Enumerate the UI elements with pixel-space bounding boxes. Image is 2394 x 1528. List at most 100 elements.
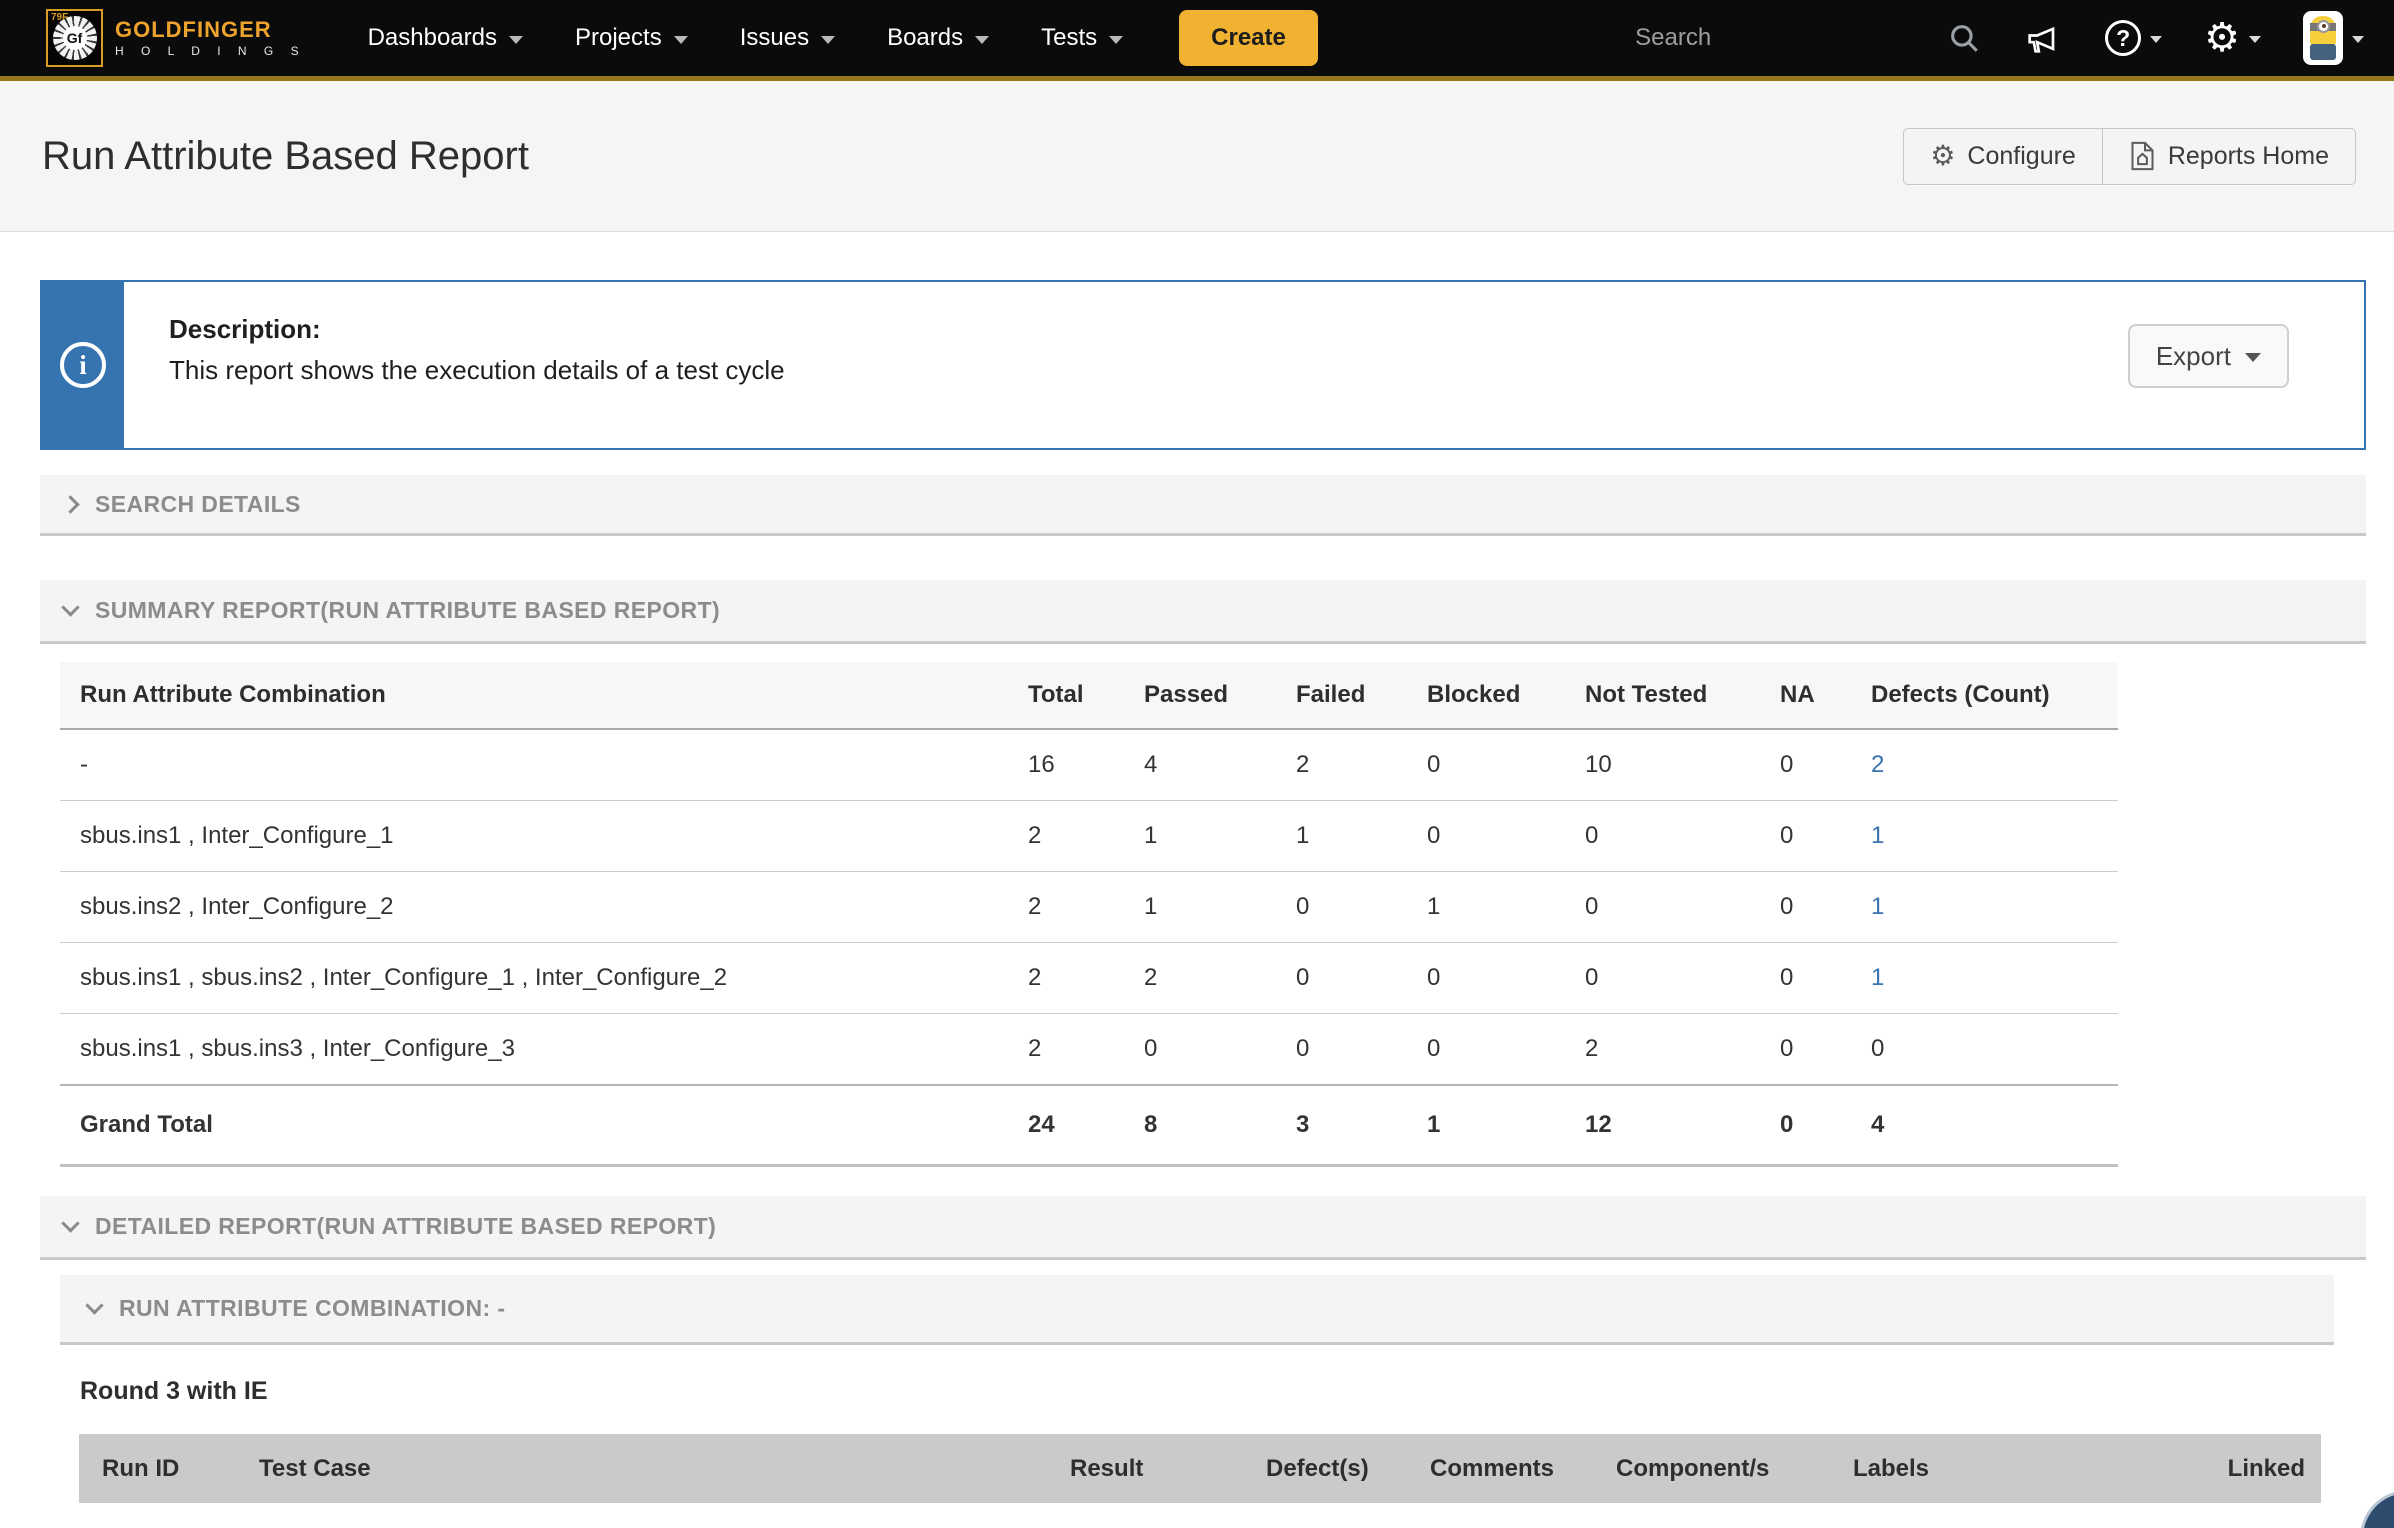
reports-home-button[interactable]: Reports Home — [2102, 128, 2356, 185]
na-cell: 0 — [1780, 801, 1871, 872]
failed-cell: 0 — [1296, 943, 1427, 1014]
chevron-down-icon — [509, 36, 523, 44]
chevron-right-icon — [61, 495, 79, 513]
summary-row: sbus.ins2 , Inter_Configure_2 2 1 0 1 0 … — [60, 872, 2118, 943]
search-details-label: SEARCH DETAILS — [95, 491, 301, 518]
page-title: Run Attribute Based Report — [42, 134, 529, 179]
chevron-down-icon — [85, 1296, 103, 1314]
not-tested-cell: 0 — [1585, 943, 1780, 1014]
description-label: Description: — [169, 314, 2364, 345]
defects-link[interactable]: 1 — [1871, 822, 1884, 849]
not-tested-cell: 2 — [1585, 1014, 1780, 1086]
settings-menu[interactable]: ⚙ — [2204, 18, 2261, 58]
configure-button[interactable]: ⚙ Configure — [1903, 128, 2102, 185]
defects-link[interactable]: 2 — [1871, 751, 1884, 778]
section-summary-report[interactable]: SUMMARY REPORT(RUN ATTRIBUTE BASED REPOR… — [40, 580, 2366, 644]
avatar — [2303, 11, 2343, 65]
menu-projects[interactable]: Projects — [549, 24, 714, 52]
gear-icon: ⚙ — [2204, 18, 2240, 58]
chevron-down-icon — [2249, 36, 2261, 43]
search-input[interactable] — [1635, 24, 1905, 52]
menu-dashboards-label: Dashboards — [368, 24, 497, 52]
failed-cell: 3 — [1296, 1085, 1427, 1166]
app-window: 79F Gf GOLDFINGER H O L D I N G S Dashbo… — [0, 0, 2394, 1528]
summary-row: - 16 4 2 0 10 0 2 — [60, 729, 2118, 801]
chevron-down-icon — [2245, 353, 2261, 362]
logo-badge: 79F — [51, 12, 68, 23]
export-button[interactable]: Export — [2128, 324, 2289, 388]
header-button-group: ⚙ Configure Reports Home — [1903, 128, 2356, 185]
configure-label: Configure — [1967, 142, 2075, 171]
search-icon[interactable] — [1947, 21, 1981, 55]
description-text: This report shows the execution details … — [169, 355, 2364, 386]
blocked-cell: 1 — [1427, 1085, 1585, 1166]
col-defects: Defect(s) — [1266, 1434, 1430, 1503]
help-menu[interactable]: ? — [2105, 20, 2162, 56]
blocked-cell: 1 — [1427, 872, 1585, 943]
na-cell: 0 — [1780, 1085, 1871, 1166]
na-cell: 0 — [1780, 872, 1871, 943]
detail-table: Run ID Test Case Result Defect(s) Commen… — [79, 1434, 2321, 1503]
summary-row: sbus.ins1 , sbus.ins3 , Inter_Configure_… — [60, 1014, 2118, 1086]
section-detailed-report[interactable]: DETAILED REPORT(RUN ATTRIBUTE BASED REPO… — [40, 1196, 2366, 1260]
chevron-down-icon — [674, 36, 688, 44]
section-run-attribute-combination[interactable]: RUN ATTRIBUTE COMBINATION: - — [60, 1275, 2334, 1345]
total-cell: 24 — [1028, 1085, 1144, 1166]
passed-cell: 4 — [1144, 729, 1296, 801]
total-cell: 2 — [1028, 801, 1144, 872]
menu-boards-label: Boards — [887, 24, 963, 52]
description-panel: i Description: This report shows the exe… — [40, 280, 2366, 450]
na-cell: 0 — [1780, 1014, 1871, 1086]
combination-cell: sbus.ins1 , sbus.ins2 , Inter_Configure_… — [60, 943, 1028, 1014]
user-menu[interactable] — [2303, 11, 2364, 65]
summary-header-row: Run Attribute Combination Total Passed F… — [60, 662, 2118, 729]
total-cell: 2 — [1028, 943, 1144, 1014]
summary-row: sbus.ins1 , sbus.ins2 , Inter_Configure_… — [60, 943, 2118, 1014]
export-label: Export — [2156, 341, 2231, 372]
not-tested-cell: 0 — [1585, 801, 1780, 872]
help-icon: ? — [2105, 20, 2141, 56]
menu-tests[interactable]: Tests — [1015, 24, 1149, 52]
defects-link[interactable]: 1 — [1871, 893, 1884, 920]
col-total: Total — [1028, 662, 1144, 729]
grand-total-label: Grand Total — [60, 1085, 1028, 1166]
passed-cell: 0 — [1144, 1014, 1296, 1086]
col-labels: Labels — [1853, 1434, 2192, 1503]
col-blocked: Blocked — [1427, 662, 1585, 729]
run-attribute-combination-label: RUN ATTRIBUTE COMBINATION: - — [119, 1295, 505, 1322]
failed-cell: 2 — [1296, 729, 1427, 801]
section-search-details[interactable]: SEARCH DETAILS — [40, 475, 2366, 536]
create-button[interactable]: Create — [1179, 10, 1318, 66]
combination-cell: - — [60, 729, 1028, 801]
passed-cell: 1 — [1144, 872, 1296, 943]
failed-cell: 0 — [1296, 872, 1427, 943]
summary-report-label: SUMMARY REPORT(RUN ATTRIBUTE BASED REPOR… — [95, 597, 720, 624]
blocked-cell: 0 — [1427, 729, 1585, 801]
col-components: Component/s — [1616, 1434, 1853, 1503]
total-cell: 16 — [1028, 729, 1144, 801]
not-tested-cell: 12 — [1585, 1085, 1780, 1166]
col-linked: Linked — [2192, 1434, 2321, 1503]
total-cell: 2 — [1028, 872, 1144, 943]
top-navbar: 79F Gf GOLDFINGER H O L D I N G S Dashbo… — [0, 0, 2394, 81]
cycle-name: Round 3 with IE — [80, 1377, 2366, 1406]
col-na: NA — [1780, 662, 1871, 729]
failed-cell: 0 — [1296, 1014, 1427, 1086]
defects-link[interactable]: 1 — [1871, 964, 1884, 991]
defects-cell: 0 — [1871, 1014, 2118, 1086]
chevron-down-icon — [61, 1214, 79, 1232]
announcements-megaphone-icon[interactable] — [2023, 18, 2063, 58]
grand-total-row: Grand Total 24 8 3 1 12 0 4 — [60, 1085, 2118, 1166]
menu-dashboards[interactable]: Dashboards — [342, 24, 549, 52]
combination-cell: sbus.ins1 , sbus.ins3 , Inter_Configure_… — [60, 1014, 1028, 1086]
col-defects-count: Defects (Count) — [1871, 662, 2118, 729]
company-logo[interactable]: 79F Gf — [46, 9, 103, 67]
menu-issues[interactable]: Issues — [714, 24, 861, 52]
description-body: Description: This report shows the execu… — [124, 282, 2364, 448]
na-cell: 0 — [1780, 943, 1871, 1014]
reports-home-label: Reports Home — [2168, 142, 2329, 171]
menu-boards[interactable]: Boards — [861, 24, 1015, 52]
menu-tests-label: Tests — [1041, 24, 1097, 52]
na-cell: 0 — [1780, 729, 1871, 801]
menu-projects-label: Projects — [575, 24, 662, 52]
